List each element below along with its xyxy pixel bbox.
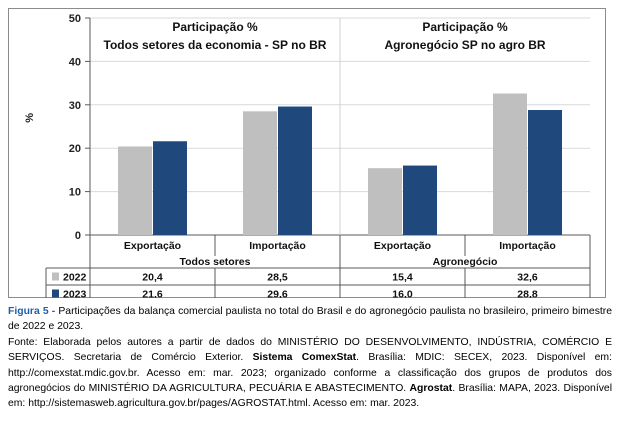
data-label: 28,5 bbox=[267, 272, 288, 284]
figure-caption: Figura 5 - Participações da balança come… bbox=[8, 304, 612, 412]
figure-label: Figura 5 - bbox=[8, 306, 56, 317]
group-label: Todos setores bbox=[180, 256, 251, 268]
category-label: Importação bbox=[499, 240, 556, 252]
figure-source: Fonte: Elaborada pelos autores a partir … bbox=[8, 335, 612, 412]
panel-title-line2: Todos setores da economia - SP no BR bbox=[104, 38, 327, 52]
source-comexstat: Sistema ComexStat bbox=[252, 352, 357, 364]
y-tick-label: 40 bbox=[69, 56, 81, 68]
bar-2022-3 bbox=[493, 93, 527, 236]
legend-label: 2023 bbox=[63, 289, 87, 299]
panel-title-line1: Participação % bbox=[422, 20, 508, 34]
data-label: 32,6 bbox=[517, 272, 538, 284]
bar-2022-2 bbox=[368, 168, 402, 235]
source-text: . Brasília: MAPA, 2023. Disponível em: h… bbox=[8, 383, 613, 410]
category-label: Exportação bbox=[124, 240, 181, 252]
bar-2023-0 bbox=[153, 141, 187, 235]
y-axis-label: % bbox=[24, 113, 36, 123]
bar-2022-0 bbox=[118, 146, 152, 235]
panel-title-line2: Agronegócio SP no agro BR bbox=[384, 38, 545, 52]
y-tick-label: 50 bbox=[69, 13, 81, 25]
bar-2023-3 bbox=[528, 110, 562, 235]
source-text: . Brasília: MDIC: SECEX, 2023. Disponíve… bbox=[8, 352, 612, 395]
participation-bar-chart: 0 10 20 30 40 50% Participação % Todos setores … bbox=[24, 13, 591, 299]
data-label: 29,6 bbox=[267, 289, 288, 299]
data-label: 21,6 bbox=[142, 289, 163, 299]
chart-frame bbox=[8, 8, 606, 298]
source-text: Fonte: Elaborada pelos autores a partir … bbox=[8, 336, 612, 364]
category-label: Importação bbox=[249, 240, 306, 252]
y-tick-label: 0 bbox=[75, 230, 81, 242]
data-label: 20,4 bbox=[142, 272, 163, 284]
source-agrostat: Agrostat bbox=[409, 383, 453, 395]
data-label: 28,8 bbox=[517, 289, 538, 299]
figure-title: Figura 5 - Participações da balança come… bbox=[8, 304, 612, 335]
figure-text: Participações da balança comercial pauli… bbox=[8, 306, 613, 333]
bar-2023-1 bbox=[278, 106, 312, 235]
panel-title-line1: Participação % bbox=[172, 20, 258, 34]
y-tick-label: 30 bbox=[69, 100, 81, 112]
legend-swatch-2023 bbox=[52, 289, 59, 298]
y-tick-label: 20 bbox=[69, 143, 81, 155]
bar-2022-1 bbox=[243, 111, 277, 235]
data-label: 16,0 bbox=[392, 289, 413, 299]
data-label: 15,4 bbox=[392, 272, 413, 284]
category-label: Exportação bbox=[374, 240, 431, 252]
group-label: Agronegócio bbox=[433, 256, 498, 268]
bar-2023-2 bbox=[403, 165, 437, 235]
legend-swatch-2022 bbox=[52, 272, 59, 281]
legend-label: 2022 bbox=[63, 272, 87, 284]
y-tick-label: 10 bbox=[69, 187, 81, 199]
